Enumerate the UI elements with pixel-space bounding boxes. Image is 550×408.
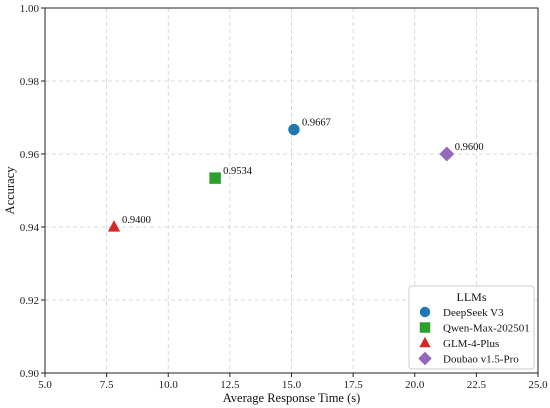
legend-marker-doubao-v1-5-pro [418, 351, 432, 366]
y-tick-label: 0.96 [20, 149, 40, 161]
x-tick-label: 25.0 [528, 379, 548, 391]
x-axis-label: Average Response Time (s) [223, 391, 361, 405]
legend-label-qwen-max-202501: Qwen-Max-202501 [443, 323, 530, 335]
legend-label-glm-4-plus: GLM-4-Plus [443, 338, 499, 350]
legend-box [408, 285, 535, 370]
legend-marker-qwen-max-202501 [419, 322, 431, 333]
y-tick-label: 1.00 [20, 3, 40, 15]
x-tick-label: 10.0 [159, 379, 179, 391]
legend-label-doubao-v1-5-pro: Doubao v1.5-Pro [443, 354, 519, 366]
y-tick-label: 0.94 [20, 222, 40, 234]
data-label-doubao-v1-5-pro: 0.9600 [455, 142, 484, 153]
x-tick-label: 7.5 [100, 379, 114, 391]
axes-ticks: 5.0 7.5 10.0 12.5 15.0 17.5 20.0 22.5 25.0 0.90 0.… [20, 3, 548, 391]
y-tick-label: 0.98 [20, 76, 40, 88]
data-label-glm-4-plus: 0.9400 [122, 215, 151, 226]
y-tick-label: 0.92 [20, 295, 39, 307]
legend-marker-glm-4-plus [419, 336, 431, 348]
legend-label-deepseek-v3: DeepSeek V3 [443, 307, 504, 319]
x-tick-label: 15.0 [282, 379, 302, 391]
legend-title: LLMs [457, 290, 487, 304]
x-tick-label: 17.5 [344, 379, 364, 391]
legend: LLMs DeepSeek V3 Qwen-Max-202501 GLM-4-Plu… [408, 285, 535, 370]
legend-marker-deepseek-v3 [419, 306, 431, 318]
data-points: 0.9667 0.9534 0.9400 0.9600 [107, 118, 484, 232]
x-tick-label: 5.0 [38, 379, 52, 391]
data-label-qwen-max-202501: 0.9534 [223, 166, 253, 177]
y-axis-label: Accuracy [3, 166, 17, 215]
point-qwen-max-202501 [209, 172, 221, 184]
point-deepseek-v3 [288, 123, 300, 136]
x-tick-label: 12.5 [220, 379, 240, 391]
point-doubao-v1-5-pro [439, 146, 455, 162]
y-tick-label: 0.90 [20, 368, 40, 380]
x-tick-label: 22.5 [467, 379, 487, 391]
x-tick-label: 20.0 [405, 379, 425, 391]
data-label-deepseek-v3: 0.9667 [302, 118, 331, 129]
point-glm-4-plus [107, 220, 121, 232]
